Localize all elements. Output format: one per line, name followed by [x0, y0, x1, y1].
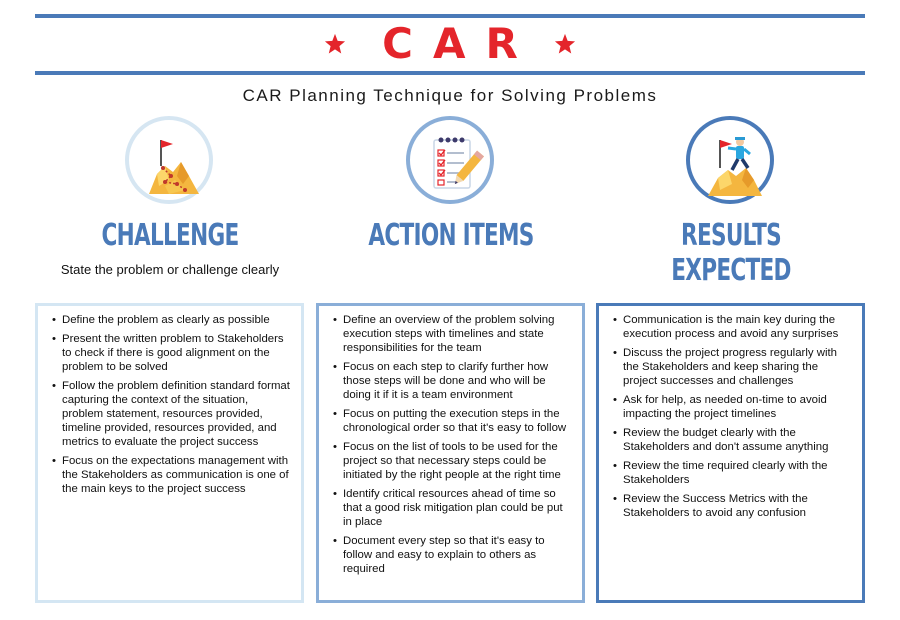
list-item: Ask for help, as needed on-time to avoid…	[613, 393, 852, 421]
column-title: CHALLENGE	[101, 218, 239, 253]
list-item: Document every step so that it's easy to…	[333, 534, 572, 576]
list-item: Present the written problem to Stakehold…	[52, 332, 291, 374]
list-item: Define the problem as clearly as possibl…	[52, 313, 291, 327]
list-item: Communication is the main key during the…	[613, 313, 852, 341]
results-expected-list-box: Communication is the main key during the…	[596, 303, 865, 603]
list-item: Focus on each step to clarify further ho…	[333, 360, 572, 402]
results-expected-list: Communication is the main key during the…	[609, 313, 852, 520]
column-title: ACTION ITEMS	[368, 218, 534, 253]
star-icon	[325, 33, 346, 54]
icon-circle	[125, 116, 213, 204]
list-item: Discuss the project progress regularly w…	[613, 346, 852, 388]
climber-summit-flag-icon	[708, 137, 762, 196]
list-item: Focus on the list of tools to be used fo…	[333, 440, 572, 482]
icon-circle	[686, 116, 774, 204]
challenge-list: Define the problem as clearly as possibl…	[48, 313, 291, 496]
column-title: RESULTS EXPECTED	[671, 218, 791, 288]
list-item: Follow the problem definition standard f…	[52, 379, 291, 449]
header: CAR	[35, 20, 865, 68]
list-item: Review the Success Metrics with the Stak…	[613, 492, 852, 520]
list-item: Review the budget clearly with the Stake…	[613, 426, 852, 454]
page-subtitle: CAR Planning Technique for Solving Probl…	[242, 86, 658, 105]
header-bottom-rule	[35, 71, 865, 75]
action-items-list-box: Define an overview of the problem solvin…	[316, 303, 585, 603]
list-item: Review the time required clearly with th…	[613, 459, 852, 487]
list-item: Identify critical resources ahead of tim…	[333, 487, 572, 529]
icon-circle	[406, 116, 494, 204]
checklist-pencil-icon	[433, 137, 484, 189]
star-icon	[554, 33, 575, 54]
action-items-list: Define an overview of the problem solvin…	[329, 313, 572, 576]
header-top-rule	[35, 14, 865, 18]
list-item: Focus on putting the execution steps in …	[333, 407, 572, 435]
page-title: CAR	[382, 19, 538, 68]
column-description: State the problem or challenge clearly	[60, 262, 280, 277]
challenge-list-box: Define the problem as clearly as possibl…	[35, 303, 304, 603]
mountain-flag-path-icon	[149, 140, 199, 194]
list-item: Define an overview of the problem solvin…	[333, 313, 572, 355]
list-item: Focus on the expectations management wit…	[52, 454, 291, 496]
